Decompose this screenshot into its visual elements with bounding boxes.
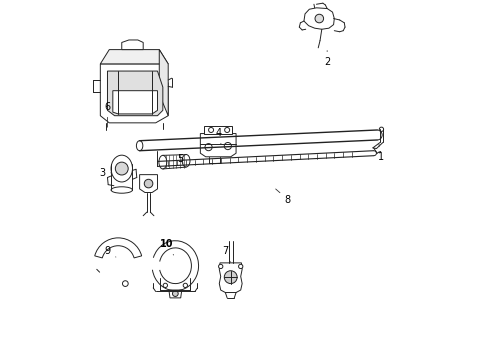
Text: 3: 3 bbox=[99, 168, 112, 178]
Polygon shape bbox=[122, 40, 143, 50]
Text: 10: 10 bbox=[160, 239, 174, 255]
Circle shape bbox=[219, 264, 223, 269]
Ellipse shape bbox=[159, 156, 167, 169]
Text: 6: 6 bbox=[104, 102, 111, 127]
Circle shape bbox=[163, 283, 168, 288]
Polygon shape bbox=[204, 126, 232, 134]
Text: 7: 7 bbox=[222, 247, 231, 262]
Polygon shape bbox=[113, 91, 157, 114]
Circle shape bbox=[379, 127, 384, 131]
Circle shape bbox=[224, 271, 237, 284]
Polygon shape bbox=[140, 175, 157, 193]
Text: 5: 5 bbox=[177, 154, 184, 163]
Circle shape bbox=[224, 127, 230, 132]
Ellipse shape bbox=[111, 155, 132, 182]
Polygon shape bbox=[304, 8, 334, 29]
Circle shape bbox=[315, 14, 323, 23]
Circle shape bbox=[172, 291, 178, 296]
Polygon shape bbox=[107, 71, 163, 116]
Ellipse shape bbox=[111, 187, 132, 193]
Text: 2: 2 bbox=[324, 51, 330, 67]
Ellipse shape bbox=[136, 141, 143, 151]
Polygon shape bbox=[100, 64, 168, 123]
Polygon shape bbox=[220, 263, 242, 293]
Circle shape bbox=[183, 283, 188, 288]
Circle shape bbox=[239, 264, 243, 269]
Text: 1: 1 bbox=[378, 144, 385, 162]
Text: 4: 4 bbox=[215, 128, 221, 144]
Text: 8: 8 bbox=[276, 189, 291, 204]
Circle shape bbox=[122, 281, 128, 287]
Polygon shape bbox=[200, 134, 236, 157]
Polygon shape bbox=[159, 50, 168, 116]
Ellipse shape bbox=[182, 154, 190, 167]
Text: 9: 9 bbox=[104, 247, 116, 257]
Polygon shape bbox=[169, 290, 182, 298]
Circle shape bbox=[144, 179, 153, 188]
Polygon shape bbox=[100, 50, 168, 64]
Circle shape bbox=[224, 143, 231, 150]
Circle shape bbox=[209, 127, 214, 132]
Circle shape bbox=[115, 162, 128, 175]
Wedge shape bbox=[95, 238, 142, 258]
Circle shape bbox=[205, 144, 212, 151]
